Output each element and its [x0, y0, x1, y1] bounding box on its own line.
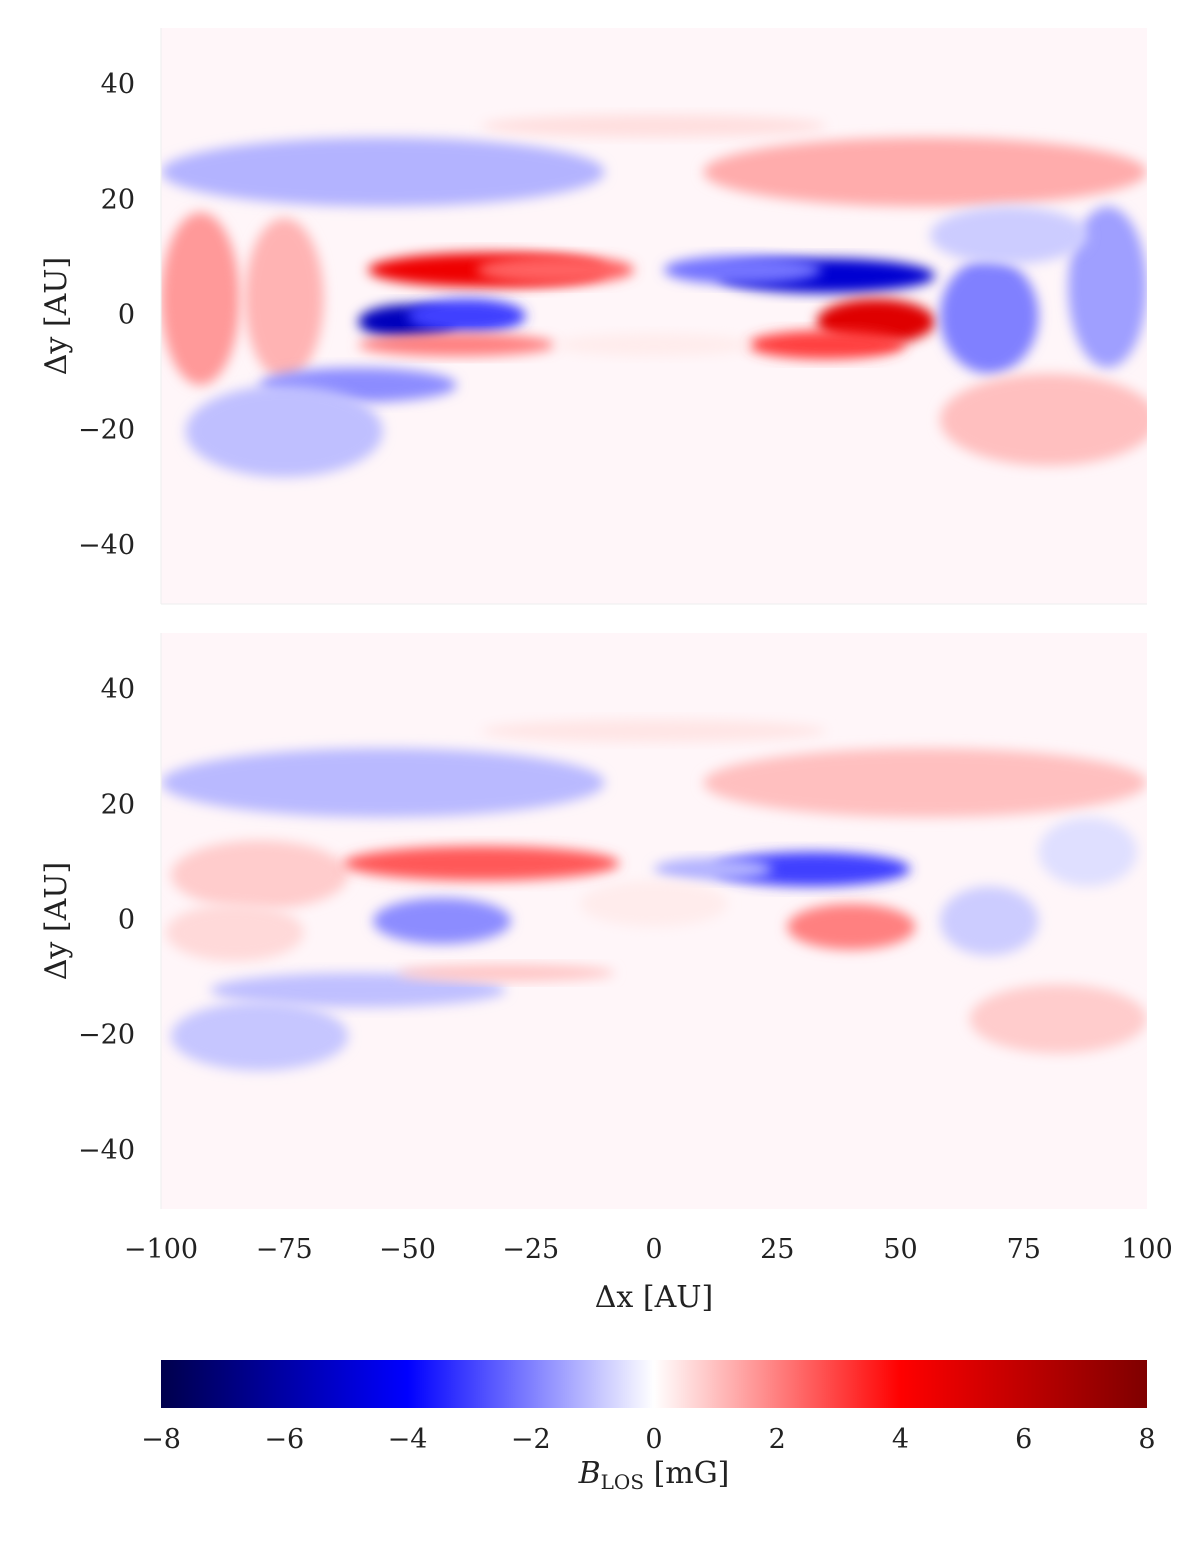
bottom-field-region	[703, 748, 1147, 818]
colorbar-tick-label: 8	[1138, 1424, 1155, 1455]
bottom-y-tick-label: −40	[78, 1135, 135, 1166]
bottom-field-region	[654, 857, 773, 881]
top-field-region	[185, 385, 383, 478]
top-field-region	[161, 212, 240, 386]
colorbar: −8 −6 −4 −2 0 2 4 6 8 BLOS [mG]	[141, 1360, 1156, 1494]
top-field-region	[481, 114, 827, 138]
bottom-y-axis-label: Δy [AU]	[39, 862, 74, 981]
bottom-field-region	[580, 880, 728, 927]
x-tick-label: 100	[1121, 1234, 1173, 1265]
top-heatmap-features	[161, 114, 1147, 478]
bottom-y-tick-label: 0	[118, 905, 135, 936]
colorbar-tick-label: 2	[769, 1424, 786, 1455]
x-tick-label: 75	[1007, 1234, 1041, 1265]
bottom-field-region	[397, 964, 615, 982]
top-field-region	[939, 258, 1039, 374]
top-field-region	[244, 218, 324, 380]
top-field-region	[747, 330, 906, 360]
top-heatmap-panel: 40 20 0 −20 −40 Δy [AU]	[39, 28, 1147, 605]
top-y-ticks: 40 20 0 −20 −40	[78, 69, 135, 561]
top-field-region	[358, 333, 556, 357]
colorbar-label-main: B	[578, 1456, 601, 1491]
colorbar-tick-label: 4	[892, 1424, 909, 1455]
x-tick-label: 0	[645, 1234, 662, 1265]
top-field-region	[476, 255, 635, 285]
bottom-y-ticks: 40 20 0 −20 −40	[78, 674, 135, 1166]
colorbar-tick-label: −6	[264, 1424, 304, 1455]
bottom-field-region	[1038, 817, 1138, 887]
colorbar-tick-label: −8	[141, 1424, 181, 1455]
top-y-axis-label: Δy [AU]	[39, 257, 74, 376]
bottom-y-tick-label: 40	[101, 674, 135, 705]
top-field-region	[1068, 206, 1147, 368]
colorbar-tick-label: −4	[388, 1424, 428, 1455]
x-tick-label: 25	[760, 1234, 794, 1265]
colorbar-label-unit: [mG]	[644, 1456, 729, 1491]
top-y-tick-label: 20	[101, 184, 135, 215]
colorbar-label-subscript: LOS	[601, 1470, 644, 1494]
bottom-heatmap-features	[161, 719, 1147, 1071]
x-tick-label: −100	[124, 1234, 198, 1265]
bottom-field-region	[170, 1001, 349, 1071]
bottom-y-tick-label: −20	[78, 1020, 135, 1051]
top-y-tick-label: 0	[118, 300, 135, 331]
bottom-field-region	[343, 846, 620, 881]
top-field-region	[930, 206, 1088, 265]
top-field-region	[161, 137, 605, 207]
bottom-field-region	[170, 840, 349, 910]
x-tick-label: −75	[256, 1234, 313, 1265]
bottom-field-region	[787, 903, 916, 950]
top-field-region	[555, 333, 753, 357]
x-tick-label: 50	[883, 1234, 917, 1265]
colorbar-gradient	[161, 1360, 1147, 1408]
bottom-heatmap-panel: 40 20 0 −20 −40 −100 −75 −50 −25 0 25 50 75 100 Δy […	[39, 633, 1173, 1315]
x-tick-label: −25	[502, 1234, 559, 1265]
bottom-y-tick-label: 20	[101, 789, 135, 820]
bottom-field-region	[210, 972, 507, 1008]
top-y-tick-label: 40	[101, 69, 135, 100]
bottom-field-region	[165, 903, 304, 962]
colorbar-tick-label: −2	[511, 1424, 551, 1455]
bottom-x-ticks: −100 −75 −50 −25 0 25 50 75 100	[124, 1234, 1173, 1265]
top-y-tick-label: −40	[78, 530, 135, 561]
x-axis-label: Δx [AU]	[595, 1280, 713, 1315]
bottom-field-region	[939, 886, 1039, 956]
top-field-region	[663, 255, 822, 285]
top-field-region	[703, 137, 1147, 207]
bottom-field-region	[969, 984, 1147, 1054]
colorbar-tick-label: 0	[645, 1424, 662, 1455]
top-field-region	[407, 298, 526, 334]
x-tick-label: −50	[379, 1234, 436, 1265]
top-field-region	[939, 373, 1147, 466]
bottom-field-region	[481, 719, 827, 743]
bottom-field-region	[372, 897, 512, 945]
colorbar-ticks: −8 −6 −4 −2 0 2 4 6 8	[141, 1424, 1156, 1455]
bottom-field-region	[713, 851, 911, 887]
colorbar-label: BLOS [mG]	[578, 1456, 730, 1494]
bottom-field-region	[161, 748, 605, 818]
colorbar-tick-label: 6	[1015, 1424, 1032, 1455]
top-y-tick-label: −20	[78, 415, 135, 446]
